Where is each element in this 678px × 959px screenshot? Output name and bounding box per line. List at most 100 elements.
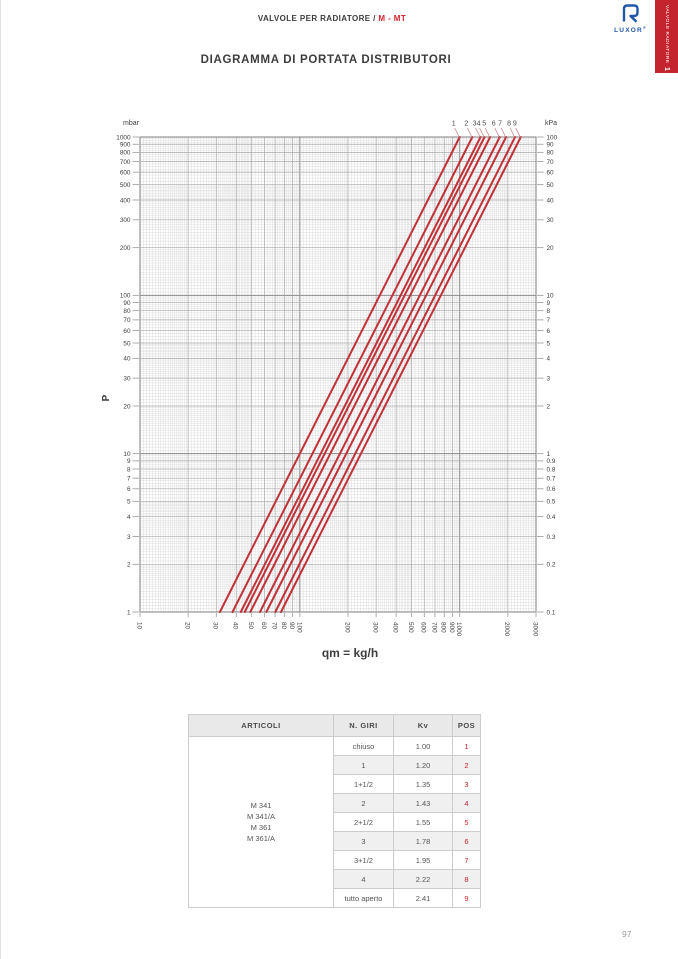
kv-cell: 1.95 <box>393 850 453 870</box>
svg-text:90: 90 <box>123 300 131 307</box>
svg-text:10: 10 <box>547 293 555 300</box>
svg-text:500: 500 <box>120 182 131 189</box>
svg-text:0.4: 0.4 <box>547 514 556 521</box>
svg-text:60: 60 <box>260 622 267 630</box>
kv-table-row: 2 1.43 4 <box>189 793 481 813</box>
svg-text:70: 70 <box>547 159 555 166</box>
section-tab-number: 1 <box>663 66 670 71</box>
svg-text:80: 80 <box>547 150 555 157</box>
registered-mark: ® <box>642 25 646 30</box>
svg-text:0.9: 0.9 <box>547 458 556 465</box>
svg-text:700: 700 <box>120 159 131 166</box>
svg-text:90: 90 <box>288 622 295 630</box>
svg-text:600: 600 <box>420 622 427 633</box>
kv-table-row: 1+1/2 1.35 3 <box>189 774 481 794</box>
giri-cell: 3 <box>333 831 394 851</box>
svg-text:700: 700 <box>430 622 437 633</box>
svg-text:1: 1 <box>547 451 551 458</box>
svg-text:8: 8 <box>507 121 511 128</box>
svg-text:0.7: 0.7 <box>547 475 556 482</box>
giri-cell: 2 <box>333 793 394 813</box>
kv-cell: 1.00 <box>393 736 453 756</box>
svg-text:50: 50 <box>547 182 555 189</box>
svg-text:qm = kg/h: qm = kg/h <box>322 646 378 660</box>
pos-cell: 9 <box>452 888 481 908</box>
svg-text:P: P <box>101 394 112 401</box>
svg-text:4: 4 <box>127 514 131 521</box>
luxor-logo-icon <box>622 4 639 23</box>
kv-table-header-articoli: ARTICOLI <box>188 714 334 737</box>
kv-table: ARTICOLI N. GIRI Kv POS M 341 M 341/A M 361 M … <box>188 714 481 908</box>
svg-text:90: 90 <box>547 142 555 149</box>
svg-text:5: 5 <box>547 340 551 347</box>
svg-text:4: 4 <box>547 356 551 363</box>
svg-text:900: 900 <box>448 622 455 633</box>
svg-text:0.2: 0.2 <box>547 562 556 569</box>
section-tab[interactable]: VALVOLE RADIATORE 1 <box>655 0 678 73</box>
svg-text:6: 6 <box>127 486 131 493</box>
svg-text:5: 5 <box>482 121 486 128</box>
luxor-logo: LUXOR® <box>610 3 650 34</box>
svg-text:60: 60 <box>123 328 131 335</box>
kv-table-row: tutto aperto 2.41 9 <box>189 888 481 908</box>
kv-table-header-kv: Kv <box>393 714 453 737</box>
svg-text:10: 10 <box>123 451 131 458</box>
kv-line-pos-6 <box>258 136 501 613</box>
svg-text:30: 30 <box>212 622 219 630</box>
giri-cell: 3+1/2 <box>333 850 394 870</box>
svg-text:20: 20 <box>547 245 555 252</box>
kv-cell: 2.22 <box>393 869 453 889</box>
svg-text:7: 7 <box>498 121 502 128</box>
luxor-logo-text: LUXOR® <box>610 25 650 34</box>
svg-text:8: 8 <box>127 466 131 473</box>
svg-text:800: 800 <box>120 150 131 157</box>
pos-cell: 8 <box>452 869 481 889</box>
svg-text:20: 20 <box>184 622 191 630</box>
pos-cell: 2 <box>452 755 481 775</box>
svg-text:8: 8 <box>547 308 551 315</box>
svg-text:10: 10 <box>135 622 142 630</box>
svg-text:1000: 1000 <box>116 134 131 141</box>
breadcrumb-text: VALVOLE PER RADIATORE / <box>257 14 379 23</box>
kv-line-pos-3 <box>239 136 482 613</box>
svg-text:2: 2 <box>127 562 131 569</box>
grid-major <box>139 136 537 613</box>
kv-line-pos-8 <box>274 136 517 613</box>
svg-text:mbar: mbar <box>123 120 140 127</box>
svg-text:5: 5 <box>127 499 131 506</box>
grid-minor <box>140 137 536 612</box>
pos-cell: 7 <box>452 850 481 870</box>
svg-text:1000: 1000 <box>455 622 462 637</box>
giri-cell: chiuso <box>333 736 394 756</box>
kv-line-pos-5 <box>249 136 492 613</box>
svg-text:50: 50 <box>123 340 131 347</box>
svg-text:20: 20 <box>123 403 131 410</box>
kv-cell: 1.78 <box>393 831 453 851</box>
svg-text:80: 80 <box>280 622 287 630</box>
breadcrumb: VALVOLE PER RADIATORE / M - MT <box>0 14 664 23</box>
svg-text:900: 900 <box>120 142 131 149</box>
page-number: 97 <box>622 929 632 939</box>
kv-table-row: M 341 M 341/A M 361 M 361/A chiuso 1.00 1 <box>188 736 481 908</box>
kv-cell: 1.20 <box>393 755 453 775</box>
svg-text:9: 9 <box>127 458 131 465</box>
svg-text:500: 500 <box>407 622 414 633</box>
svg-text:2: 2 <box>464 121 468 128</box>
kv-cell: 2.41 <box>393 888 453 908</box>
pos-cell: 6 <box>452 831 481 851</box>
svg-text:0.1: 0.1 <box>547 609 556 616</box>
svg-text:2000: 2000 <box>503 622 510 637</box>
pos-cell: 3 <box>452 774 481 794</box>
axis-labels: 1000900800700600500400300200100908070605… <box>101 120 558 660</box>
page-title: DIAGRAMMA DI PORTATA DISTRIBUTORI <box>200 54 452 66</box>
svg-text:300: 300 <box>120 217 131 224</box>
svg-text:30: 30 <box>123 375 131 382</box>
articolo-model: M 341 <box>250 801 272 810</box>
svg-text:9: 9 <box>547 300 551 307</box>
pos-cell: 4 <box>452 793 481 813</box>
svg-text:3: 3 <box>473 121 477 128</box>
svg-text:40: 40 <box>123 356 131 363</box>
kv-line-pos-1 <box>218 136 461 613</box>
svg-text:400: 400 <box>120 197 131 204</box>
